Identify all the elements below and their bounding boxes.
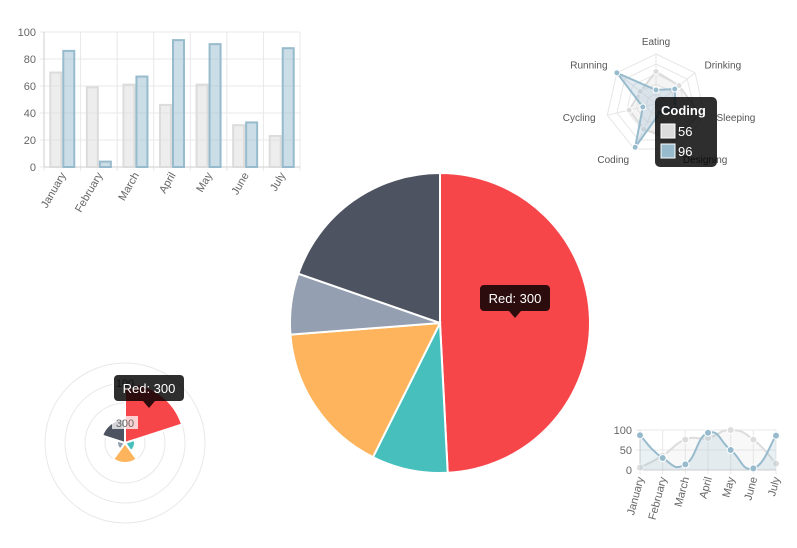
x-tick-label: May	[721, 475, 738, 499]
polar-segment	[111, 441, 139, 464]
radar-point	[639, 103, 647, 111]
bar	[245, 121, 259, 168]
x-tick-label: May	[194, 170, 215, 194]
radar-point	[636, 88, 644, 96]
bar	[232, 124, 246, 168]
tooltip-swatch	[660, 143, 676, 159]
y-tick-label: 60	[24, 81, 36, 93]
line-point	[636, 463, 644, 472]
radar-axis-label: Running	[570, 60, 607, 71]
tooltip-title: Coding	[661, 103, 706, 118]
pie-slice	[289, 321, 442, 459]
line-point	[749, 464, 758, 473]
line-point	[636, 431, 644, 440]
bar	[62, 49, 76, 168]
tooltip-box	[480, 285, 550, 311]
y-tick-label: 40	[24, 108, 36, 120]
x-tick-label: June	[229, 171, 251, 198]
bar	[281, 47, 295, 169]
bar	[208, 43, 222, 168]
radar-spoke	[616, 72, 657, 105]
x-tick-label: February	[647, 475, 670, 521]
radar-point	[613, 69, 621, 77]
x-tick-label: March	[116, 171, 142, 203]
bar	[268, 134, 282, 168]
line-area-fill	[640, 429, 776, 470]
y-tick-label: 100	[614, 425, 632, 437]
y-tick-label: 20	[24, 135, 36, 147]
bar	[195, 83, 209, 168]
x-tick-label: January	[625, 475, 647, 516]
tooltip-caret	[143, 401, 155, 408]
y-tick-label: 0	[30, 162, 36, 174]
pie-slice	[297, 171, 441, 325]
line-point	[704, 428, 712, 437]
radar-chart: EatingDrinkingSleepingDesigningCodingCyc…	[563, 37, 755, 167]
bar	[85, 86, 99, 168]
radar-axis-label: Eating	[642, 37, 670, 48]
tooltip-value: 56	[678, 124, 692, 139]
line-point	[726, 426, 735, 434]
pie-slice	[439, 171, 591, 474]
line-point	[772, 459, 780, 468]
y-tick-label: 80	[24, 54, 36, 66]
tooltip-text: Red: 300	[123, 381, 176, 396]
bar	[49, 71, 63, 168]
bar	[172, 39, 185, 168]
x-tick-label: July	[766, 475, 783, 497]
tooltip-text: Red: 300	[489, 291, 542, 306]
y-tick-label: 0	[626, 465, 632, 477]
tooltip-box	[114, 375, 184, 401]
radar-point	[671, 85, 679, 93]
line-point	[658, 454, 667, 462]
tooltip-swatch	[660, 123, 676, 139]
scale-label: 300	[116, 418, 134, 430]
tooltip-caret	[509, 311, 521, 318]
radar-point	[625, 106, 633, 114]
line-point	[749, 435, 758, 444]
scale-label-bg	[112, 416, 138, 429]
y-tick-label: 50	[620, 445, 632, 457]
x-tick-label: April	[157, 171, 178, 196]
radar-point	[652, 68, 660, 75]
radar-point	[652, 86, 660, 94]
radar-point	[640, 125, 648, 133]
radar-axis-label: Cycling	[563, 113, 596, 124]
line-point	[726, 446, 735, 454]
bar	[135, 75, 149, 168]
radar-point	[631, 143, 639, 151]
polar-area-chart: 300100Red: 300	[44, 362, 206, 524]
bar	[98, 160, 112, 169]
line-point	[681, 460, 690, 469]
radar-axis-label: Coding	[597, 155, 629, 166]
line-chart: 0 50 100 January February March April May June Ju…	[614, 425, 783, 521]
x-tick-label: January	[39, 170, 69, 210]
x-tick-label: July	[268, 170, 288, 193]
radar-axis-label: Sleeping	[716, 113, 755, 124]
x-tick-label: April	[698, 476, 715, 500]
x-tick-label: February	[73, 170, 106, 215]
tooltip-value: 96	[678, 144, 692, 159]
bar	[159, 103, 172, 168]
pie-chart: Red: 300	[289, 171, 591, 474]
x-tick-label: June	[742, 476, 760, 502]
x-tick-label: March	[673, 476, 693, 509]
radar-axis-label: Drinking	[704, 60, 741, 71]
line-area-fill	[640, 432, 776, 470]
bar	[122, 83, 136, 168]
bar-chart: 0 20 40 60 80 100 January February March April May…	[18, 27, 301, 215]
y-tick-label: 100	[18, 27, 36, 39]
polar-grid-ring	[44, 362, 206, 524]
line-point	[681, 435, 690, 444]
line-point	[772, 431, 780, 440]
